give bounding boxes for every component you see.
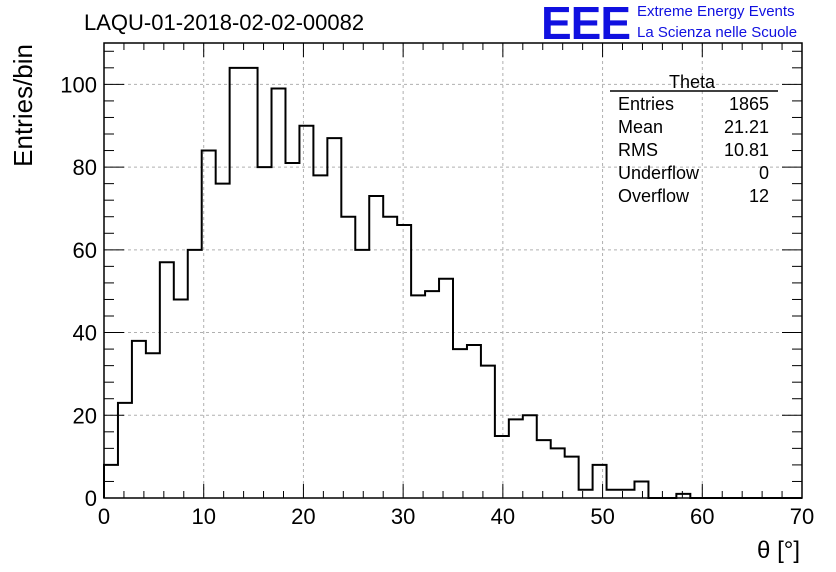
y-tick-label: 60 <box>73 238 97 263</box>
histogram-bin <box>634 481 648 498</box>
histogram-bin <box>313 175 327 498</box>
histogram-bin <box>146 353 160 498</box>
histogram-bin <box>216 184 230 498</box>
eee-logo: EEE <box>541 0 631 49</box>
stats-label: RMS <box>618 140 658 160</box>
x-tick-label: 0 <box>98 504 110 529</box>
histogram-bin <box>104 465 118 498</box>
stats-label: Underflow <box>618 163 700 183</box>
plot-title: LAQU-01-2018-02-02-00082 <box>84 10 365 35</box>
histogram-bin <box>523 415 537 498</box>
y-tick-label: 40 <box>73 321 97 346</box>
histogram-bin <box>509 419 523 498</box>
y-axis-label: Entries/bin <box>8 44 38 167</box>
x-axis-label: θ [°] <box>757 537 800 564</box>
histogram-bin <box>230 68 244 498</box>
stats-value: 10.81 <box>724 140 769 160</box>
histogram-bin <box>369 196 383 498</box>
x-tick-label: 50 <box>590 504 614 529</box>
histogram-bin <box>258 167 272 498</box>
histogram-bin <box>244 68 258 498</box>
histogram-bin <box>118 403 132 498</box>
histogram-bin <box>160 262 174 498</box>
x-tick-label: 10 <box>191 504 215 529</box>
x-tick-label: 20 <box>291 504 315 529</box>
histogram-bin <box>299 126 313 498</box>
y-tick-label: 80 <box>73 155 97 180</box>
histogram-series <box>103 66 802 499</box>
histogram-bin <box>565 457 579 498</box>
histogram-bin <box>621 490 635 498</box>
histogram-bin <box>411 295 425 498</box>
histogram-bin <box>425 291 439 498</box>
histogram-bin <box>579 490 593 498</box>
histogram-bin <box>174 299 188 498</box>
histogram-bin <box>537 440 551 498</box>
histogram-bin <box>593 465 607 498</box>
histogram-bin <box>383 217 397 498</box>
histogram-bin <box>132 341 146 498</box>
stats-value: 1865 <box>729 94 769 114</box>
x-tick-label: 30 <box>391 504 415 529</box>
histogram-bin <box>188 250 202 498</box>
stats-value: 0 <box>759 163 769 183</box>
stats-value: 12 <box>749 186 769 206</box>
histogram-bin <box>272 89 286 499</box>
y-tick-label: 100 <box>60 72 97 97</box>
stats-label: Mean <box>618 117 663 137</box>
histogram-bin <box>341 217 355 498</box>
histogram-bin <box>439 279 453 498</box>
histogram-bin <box>467 345 481 498</box>
histogram-bin <box>397 225 411 498</box>
stats-label: Overflow <box>618 186 690 206</box>
x-tick-label: 70 <box>790 504 814 529</box>
histogram-bin <box>285 163 299 498</box>
stats-value: 21.21 <box>724 117 769 137</box>
histogram-bin <box>202 151 216 498</box>
logo-subtitle-1: Extreme Energy Events <box>637 3 795 20</box>
histogram-bin <box>607 490 621 498</box>
plot-frame <box>103 42 803 499</box>
stats-label: Entries <box>618 94 674 114</box>
y-tick-label: 20 <box>73 403 97 428</box>
x-tick-label: 60 <box>690 504 714 529</box>
histogram-bin <box>481 366 495 498</box>
logo-subtitle-2: La Scienza nelle Scuole <box>637 24 798 41</box>
y-tick-label: 0 <box>85 486 97 511</box>
histogram-bin <box>355 250 369 498</box>
histogram-bin <box>495 436 509 498</box>
stats-title: Theta <box>669 72 716 92</box>
histogram-bin <box>551 448 565 498</box>
histogram-bin <box>327 138 341 498</box>
x-tick-label: 40 <box>491 504 515 529</box>
histogram-bin <box>453 349 467 498</box>
